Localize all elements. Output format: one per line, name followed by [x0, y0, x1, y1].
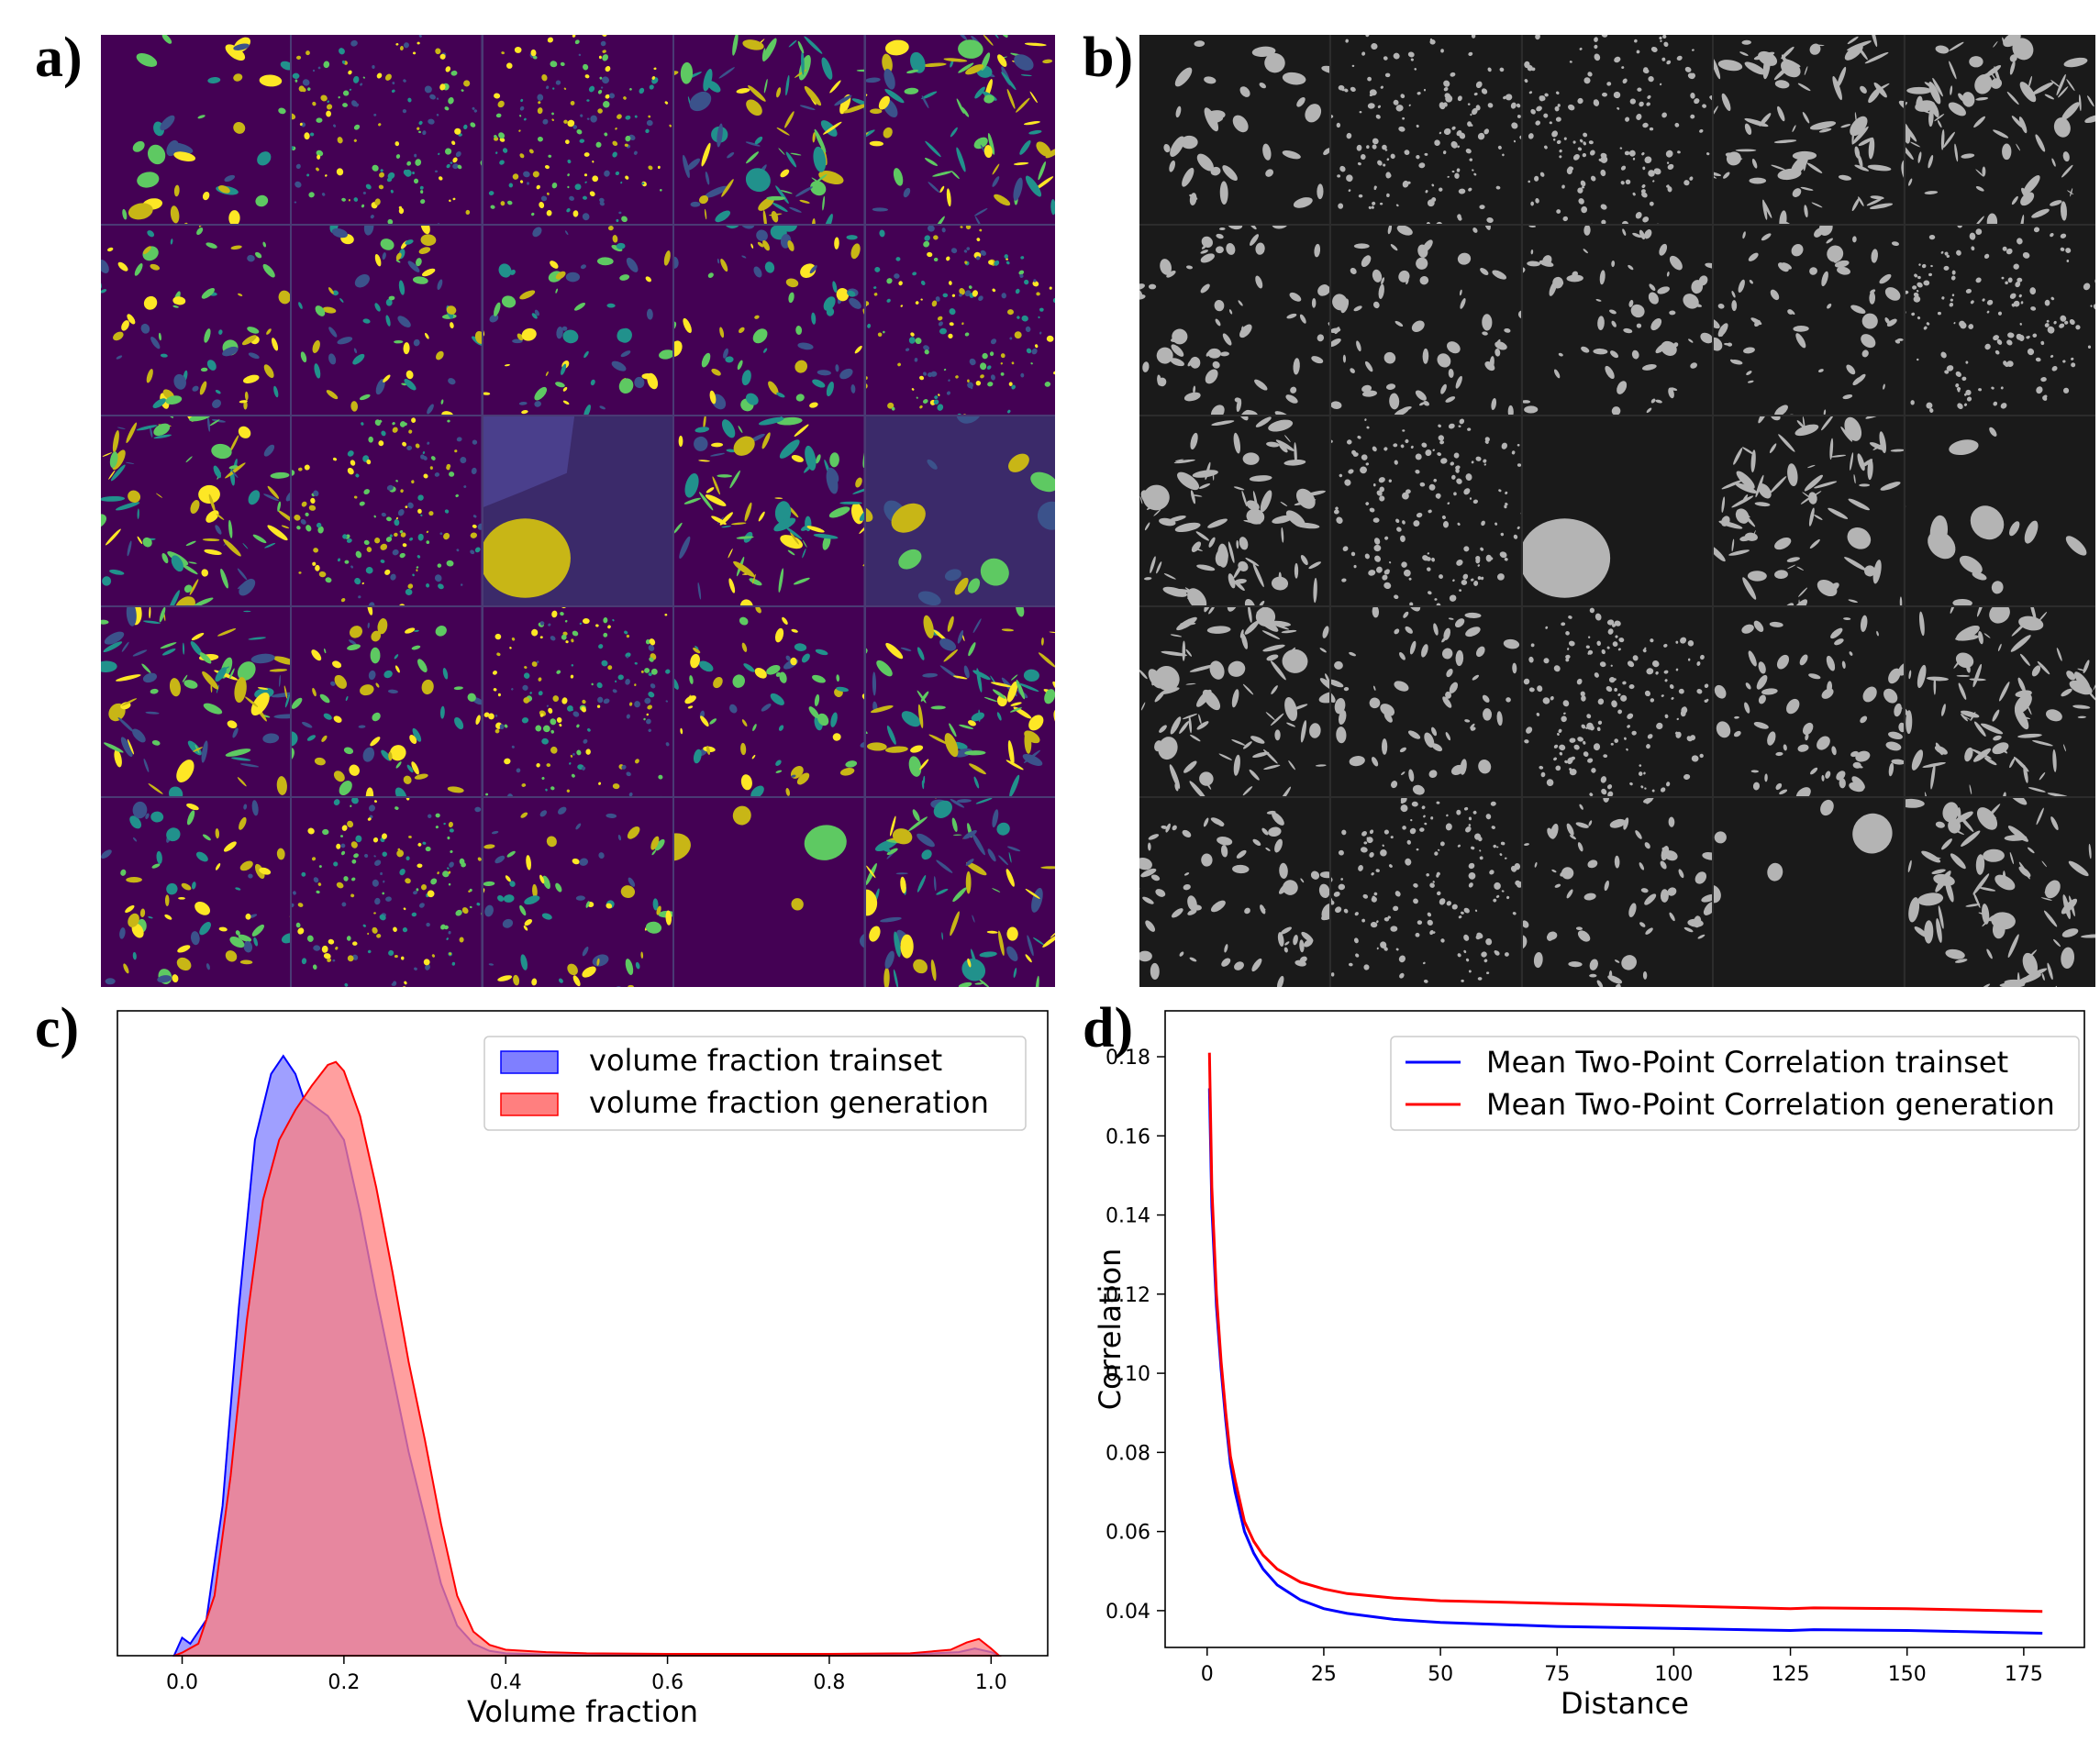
microstructure-tile	[1906, 35, 2095, 224]
microstructure-tile	[483, 226, 673, 415]
microstructure-tile	[483, 607, 673, 796]
microstructure-tile	[1906, 607, 2095, 796]
x-tick-label: 100	[1654, 1663, 1693, 1686]
y-tick-label: 0.08	[1106, 1442, 1150, 1465]
microstructure-tile	[674, 226, 864, 415]
microstructure-tile	[1714, 35, 1905, 224]
y-tick-label: 0.04	[1106, 1601, 1150, 1624]
legend-box	[483, 1036, 1027, 1131]
y-axis-label: Correlation	[1093, 1248, 1128, 1410]
x-tick-label: 150	[1888, 1663, 1927, 1686]
microstructure-tile	[1330, 607, 1521, 796]
microstructure-tile	[1330, 35, 1521, 224]
panel-label-c: c)	[35, 997, 80, 1059]
microstructure-tile	[292, 35, 482, 224]
microstructure-tile	[1522, 35, 1713, 224]
volume-fraction-density-chart: 0.0 0.2 0.4 0.6 0.8 1.0 Volume fraction volume …	[0, 991, 1055, 1741]
microstructure-tile	[292, 798, 482, 987]
microstructure-tile	[1522, 226, 1713, 415]
legend-entry: Mean Two-Point Correlation trainset	[1486, 1045, 2008, 1080]
x-tick-label: 1.0	[975, 1671, 1007, 1694]
x-tick-label: 75	[1544, 1663, 1570, 1686]
microstructure-tile	[865, 416, 1055, 605]
microstructure-tile	[1714, 607, 1905, 796]
axes-frame	[1164, 1010, 2085, 1648]
microstructure-tile	[101, 607, 291, 796]
x-tick-label: 50	[1428, 1663, 1453, 1686]
microstructure-tile	[1139, 35, 1329, 224]
legend-entry: Mean Two-Point Correlation generation	[1486, 1087, 2055, 1122]
x-tick-label: 0.2	[328, 1671, 360, 1694]
microstructure-mosaic-gray	[1139, 35, 2095, 987]
microstructure-tile	[292, 416, 482, 605]
microstructure-tile	[865, 35, 1055, 224]
microstructure-tile	[1714, 226, 1905, 415]
density-area-generation	[173, 1060, 1002, 1657]
microstructure-tile	[1906, 798, 2095, 987]
microstructure-tile	[1330, 226, 1521, 415]
panel-label-b: b)	[1083, 27, 1134, 89]
x-tick-label: 125	[1772, 1663, 1810, 1686]
microstructure-tile	[865, 798, 1055, 987]
x-tick-label: 0.6	[651, 1671, 683, 1694]
correlation-line-trainset	[1207, 1088, 2043, 1635]
legend-entry: volume fraction generation	[589, 1085, 989, 1120]
axes-frame	[117, 1010, 1049, 1657]
microstructure-tile	[1714, 798, 1905, 987]
panel-label-d: d)	[1083, 997, 1134, 1059]
y-tick-label: 0.12	[1106, 1284, 1150, 1307]
legend-box	[1390, 1036, 2080, 1131]
microstructure-mosaic-color	[101, 35, 1055, 987]
microstructure-tile	[674, 416, 864, 605]
microstructure-tile	[1139, 226, 1329, 415]
microstructure-tile	[483, 416, 673, 605]
microstructure-tile	[1330, 416, 1521, 605]
microstructure-tile	[674, 607, 864, 796]
x-tick-label: 0.0	[166, 1671, 198, 1694]
microstructure-tile	[101, 798, 291, 987]
y-tick-label: 0.18	[1106, 1047, 1150, 1070]
microstructure-tile	[1906, 226, 2095, 415]
microstructure-tile	[1714, 416, 1905, 605]
two-point-correlation-chart: 0 25 50 75 100 125 150 175 0.04 0.06 0.08 0.10 0.12 0…	[1055, 991, 2100, 1741]
microstructure-tile	[1139, 416, 1329, 605]
x-tick-label: 0.8	[813, 1671, 845, 1694]
microstructure-tile	[674, 798, 864, 987]
x-axis-label: Distance	[1561, 1686, 1689, 1721]
legend: volume fraction trainset volume fraction …	[483, 1036, 1027, 1131]
x-tick-label: 0	[1201, 1663, 1214, 1686]
microstructure-tile	[1330, 798, 1521, 987]
microstructure-tile	[674, 35, 864, 224]
y-tick-label: 0.06	[1106, 1522, 1150, 1545]
microstructure-tile	[1139, 798, 1329, 987]
legend-swatch	[500, 1092, 559, 1116]
microstructure-tile	[1522, 607, 1713, 796]
x-tick-label: 25	[1311, 1663, 1337, 1686]
microstructure-tile	[1522, 416, 1713, 605]
correlation-line-generation	[1207, 1052, 2043, 1613]
microstructure-tile	[101, 416, 291, 605]
microstructure-tile	[1139, 607, 1329, 796]
legend-entry: volume fraction trainset	[589, 1043, 942, 1078]
microstructure-tile	[483, 35, 673, 224]
microstructure-tile	[483, 798, 673, 987]
x-axis-label: Volume fraction	[467, 1694, 698, 1729]
x-tick-label: 0.4	[490, 1671, 522, 1694]
microstructure-tile	[101, 226, 291, 415]
microstructure-tile	[1906, 416, 2095, 605]
panel-label-a: a)	[35, 27, 83, 89]
legend: Mean Two-Point Correlation trainset Mean …	[1390, 1036, 2080, 1131]
y-tick-label: 0.14	[1106, 1205, 1150, 1228]
y-tick-label: 0.16	[1106, 1126, 1150, 1148]
microstructure-tile	[865, 226, 1055, 415]
microstructure-tile	[292, 607, 482, 796]
legend-swatch	[500, 1050, 559, 1074]
microstructure-tile	[865, 607, 1055, 796]
microstructure-tile	[1522, 798, 1713, 987]
microstructure-tile	[101, 35, 291, 224]
x-tick-label: 175	[2005, 1663, 2043, 1686]
microstructure-tile	[292, 226, 482, 415]
y-tick-label: 0.10	[1106, 1363, 1150, 1386]
